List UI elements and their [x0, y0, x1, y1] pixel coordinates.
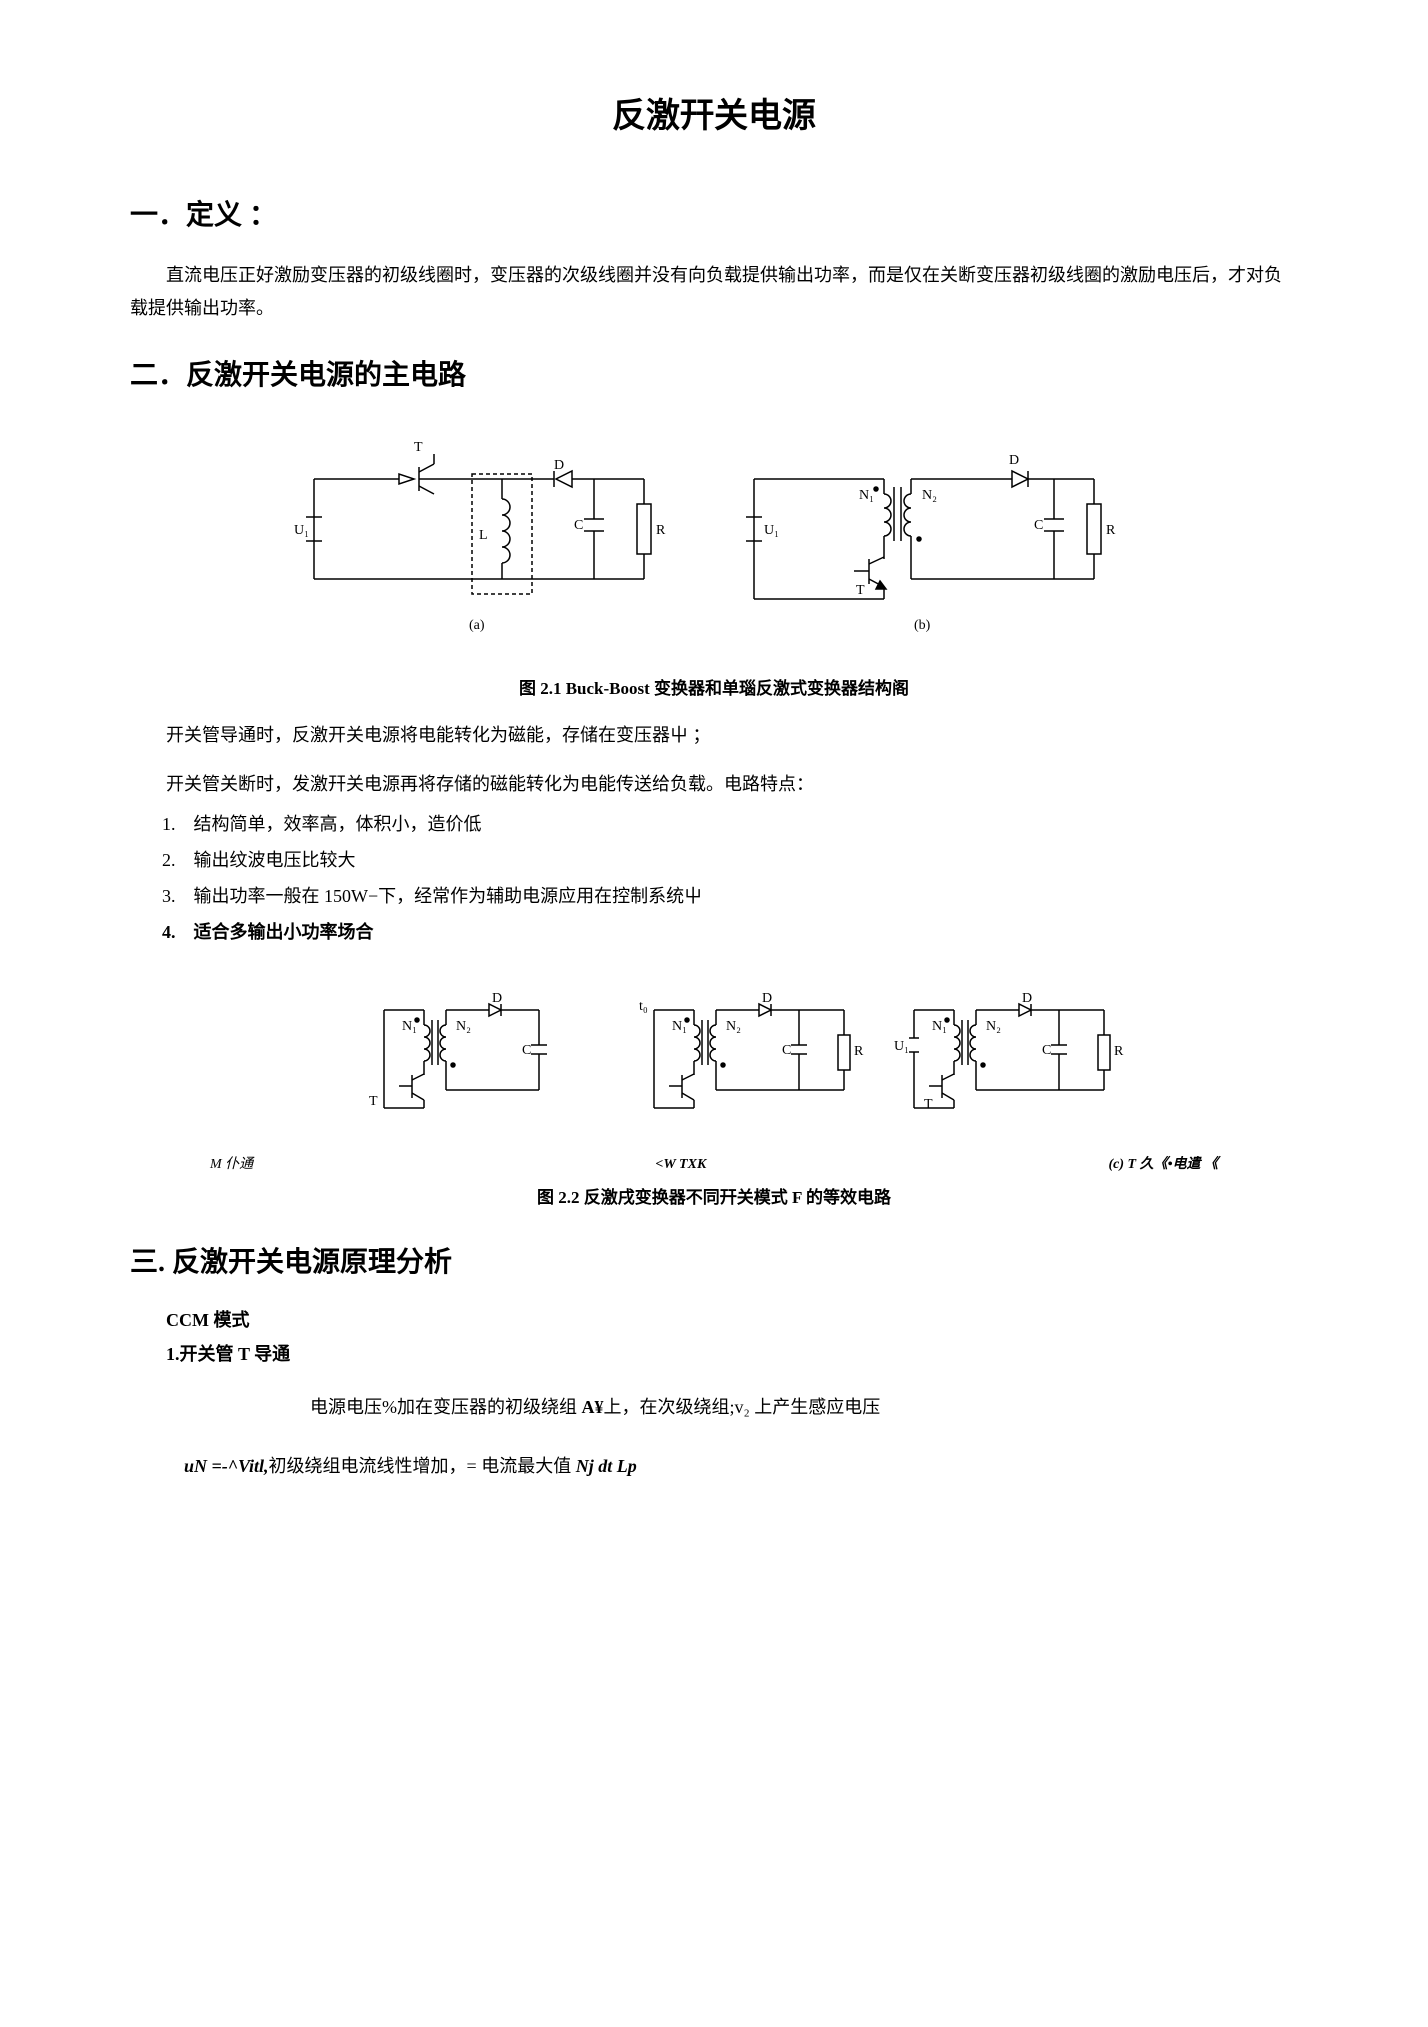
list-item: 输出纹波电压比较大 [162, 842, 1298, 878]
section1-text: 直流电压正好激励变压器的初级线圈时，变压器的次级线圈并没有向负载提供输出功率，而… [130, 259, 1298, 324]
subcap-c: (c) T 久《•电遣 《 [1108, 1154, 1218, 1176]
svg-text:(a): (a) [469, 618, 485, 633]
feature-intro-1: 开关管导通时，反激开关电源将电能转化为磁能，存储在变压器屮 ； [130, 718, 1298, 752]
figure-2-1: U₁ T L D [130, 429, 1298, 703]
feature-intro-2: 开关管关断时，发激幵关电源再将存储的磁能转化为电能传送给负载。电路特点： [130, 767, 1298, 801]
formula-line-1: 电源电压%加在变压器的初级绕组 A¥上，在次级绕组;v₂ 上产生感应电压 [130, 1393, 1298, 1422]
svg-text:U₁: U₁ [764, 523, 779, 538]
subcap-a: M 仆通 [210, 1154, 253, 1176]
svg-text:R: R [854, 1044, 864, 1059]
figure-2-2: N₁ N₂ D C [130, 980, 1298, 1211]
svg-text:D: D [762, 991, 772, 1006]
svg-text:(b): (b) [914, 618, 931, 633]
svg-text:t₀: t₀ [639, 999, 648, 1014]
svg-text:N₂: N₂ [726, 1019, 741, 1034]
page-title: 反激幵关电源 [130, 90, 1298, 144]
svg-text:T: T [924, 1097, 933, 1112]
svg-text:R: R [656, 523, 666, 538]
svg-text:R: R [1106, 523, 1116, 538]
svg-text:C: C [574, 518, 583, 533]
feature-list: 结构简单，效率高，体积小，造价低 输出纹波电压比较大 输出功率一般在 150W−… [130, 806, 1298, 950]
svg-text:T: T [856, 583, 865, 598]
svg-text:D: D [554, 458, 564, 473]
section3-heading: 三. 反激开关电源原理分析 [130, 1241, 1298, 1286]
list-item: 适合多输出小功率场合 [162, 914, 1298, 950]
svg-text:C: C [1042, 1043, 1051, 1058]
svg-text:N₁: N₁ [672, 1019, 687, 1034]
svg-text:N₁: N₁ [402, 1019, 417, 1034]
formula-line-2: uN =-^Vitl,初级绕组电流线性增加，= 电流最大值 Nj dt Lp [130, 1452, 1298, 1481]
circuit-2-1-svg: U₁ T L D [274, 429, 1154, 659]
svg-text:R: R [1114, 1044, 1124, 1059]
sub-heading-1: 1.开关管 T 导通 [130, 1340, 1298, 1369]
svg-text:N₁: N₁ [932, 1019, 947, 1034]
svg-text:D: D [1022, 991, 1032, 1006]
svg-text:T: T [369, 1094, 378, 1109]
svg-text:L: L [479, 528, 488, 543]
figure-2-2-subcaptions: M 仆通 <W TXK (c) T 久《•电遣 《 [210, 1154, 1218, 1176]
figure-2-1-caption: 图 2.1 Buck-Boost 变换器和单瑙反激式变换器结构阁 [130, 675, 1298, 702]
section2-heading: 二．反激开关电源的主电路 [130, 354, 1298, 399]
list-item: 输出功率一般在 150W−下，经常作为辅助电源应用在控制系统屮 [162, 878, 1298, 914]
ccm-heading: CCM 模式 [130, 1306, 1298, 1335]
svg-text:D: D [1009, 453, 1019, 468]
section1-heading: 一．定义 ： [130, 194, 1298, 239]
svg-text:U₁: U₁ [894, 1039, 909, 1054]
svg-text:C: C [522, 1043, 531, 1058]
circuit-2-2-svg: N₁ N₂ D C [274, 980, 1154, 1140]
subcap-b: <W TXK [655, 1154, 706, 1176]
svg-text:C: C [1034, 518, 1043, 533]
svg-text:N₁: N₁ [859, 488, 874, 503]
svg-text:T: T [414, 440, 423, 455]
list-item: 结构简单，效率高，体积小，造价低 [162, 806, 1298, 842]
svg-text:N₂: N₂ [456, 1019, 471, 1034]
svg-text:C: C [782, 1043, 791, 1058]
figure-2-2-caption: 图 2.2 反激戌变换器不同幵关模式 F 的等效电路 [130, 1184, 1298, 1211]
svg-text:D: D [492, 991, 502, 1006]
svg-text:N₂: N₂ [986, 1019, 1001, 1034]
svg-text:N₂: N₂ [922, 488, 937, 503]
svg-text:U₁: U₁ [294, 523, 309, 538]
